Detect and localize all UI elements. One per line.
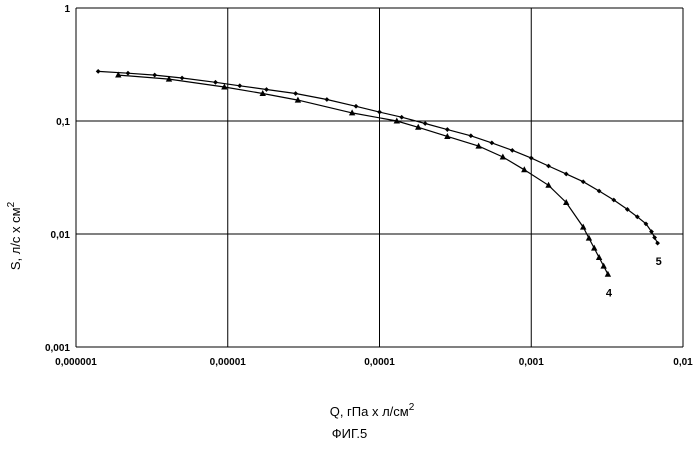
- data-point-diamond: [354, 104, 359, 109]
- data-point-diamond: [655, 241, 660, 246]
- series-line: [118, 75, 608, 274]
- x-tick-label: 0,0001: [364, 357, 395, 368]
- y-tick-label: 0,1: [56, 117, 70, 128]
- data-point-triangle: [596, 254, 602, 260]
- curve-label: 4: [606, 287, 613, 299]
- data-point-triangle: [586, 235, 592, 241]
- y-tick-labels: 1 0,1 0,01 0,001: [45, 4, 70, 354]
- data-point-diamond: [293, 91, 298, 96]
- curve-label: 5: [656, 256, 662, 268]
- series-line: [98, 71, 657, 243]
- x-axis-label: Q, гПа х л/см2: [330, 402, 415, 419]
- x-tick-labels: 0,000001 0,00001 0,0001 0,001 0,01: [55, 357, 693, 368]
- data-point-diamond: [546, 164, 551, 169]
- y-axis-label-text: S, л/с х см: [8, 207, 23, 270]
- data-point-triangle: [521, 166, 527, 172]
- data-point-diamond: [377, 110, 382, 115]
- series-5: 5: [96, 69, 662, 268]
- y-tick-label: 1: [64, 4, 70, 15]
- data-point-diamond: [652, 235, 657, 240]
- data-point-diamond: [399, 115, 404, 120]
- data-point-diamond: [564, 172, 569, 177]
- grid-lines: [76, 8, 683, 347]
- data-point-diamond: [489, 141, 494, 146]
- y-tick-label: 0,001: [45, 343, 70, 354]
- data-point-diamond: [445, 127, 450, 132]
- x-axis-label-text: Q, гПа х л/см: [330, 404, 409, 419]
- data-point-triangle: [545, 182, 551, 188]
- x-tick-label: 0,000001: [55, 357, 97, 368]
- data-point-diamond: [237, 83, 242, 88]
- y-axis-label: S, л/с х см2: [6, 201, 23, 270]
- data-point-diamond: [468, 133, 473, 138]
- data-point-triangle: [591, 245, 597, 251]
- data-point-triangle: [600, 263, 606, 269]
- data-point-diamond: [581, 179, 586, 184]
- x-axis-label-superscript: 2: [409, 402, 415, 413]
- data-point-diamond: [324, 97, 329, 102]
- data-point-diamond: [423, 121, 428, 126]
- data-point-triangle: [605, 271, 611, 277]
- y-axis-label-superscript: 2: [6, 201, 17, 207]
- series-layer: 54: [96, 69, 662, 299]
- figure-caption: ФИГ.5: [0, 426, 699, 441]
- data-point-diamond: [213, 80, 218, 85]
- x-tick-label: 0,00001: [210, 357, 247, 368]
- y-tick-label: 0,01: [51, 230, 71, 241]
- data-point-diamond: [152, 73, 157, 78]
- data-point-diamond: [126, 71, 131, 76]
- series-4: 4: [115, 72, 613, 300]
- x-tick-label: 0,01: [673, 357, 693, 368]
- x-tick-label: 0,001: [519, 357, 544, 368]
- data-point-diamond: [96, 69, 101, 74]
- data-point-diamond: [510, 148, 515, 153]
- data-point-diamond: [264, 87, 269, 92]
- data-point-diamond: [180, 76, 185, 81]
- data-point-diamond: [529, 156, 534, 161]
